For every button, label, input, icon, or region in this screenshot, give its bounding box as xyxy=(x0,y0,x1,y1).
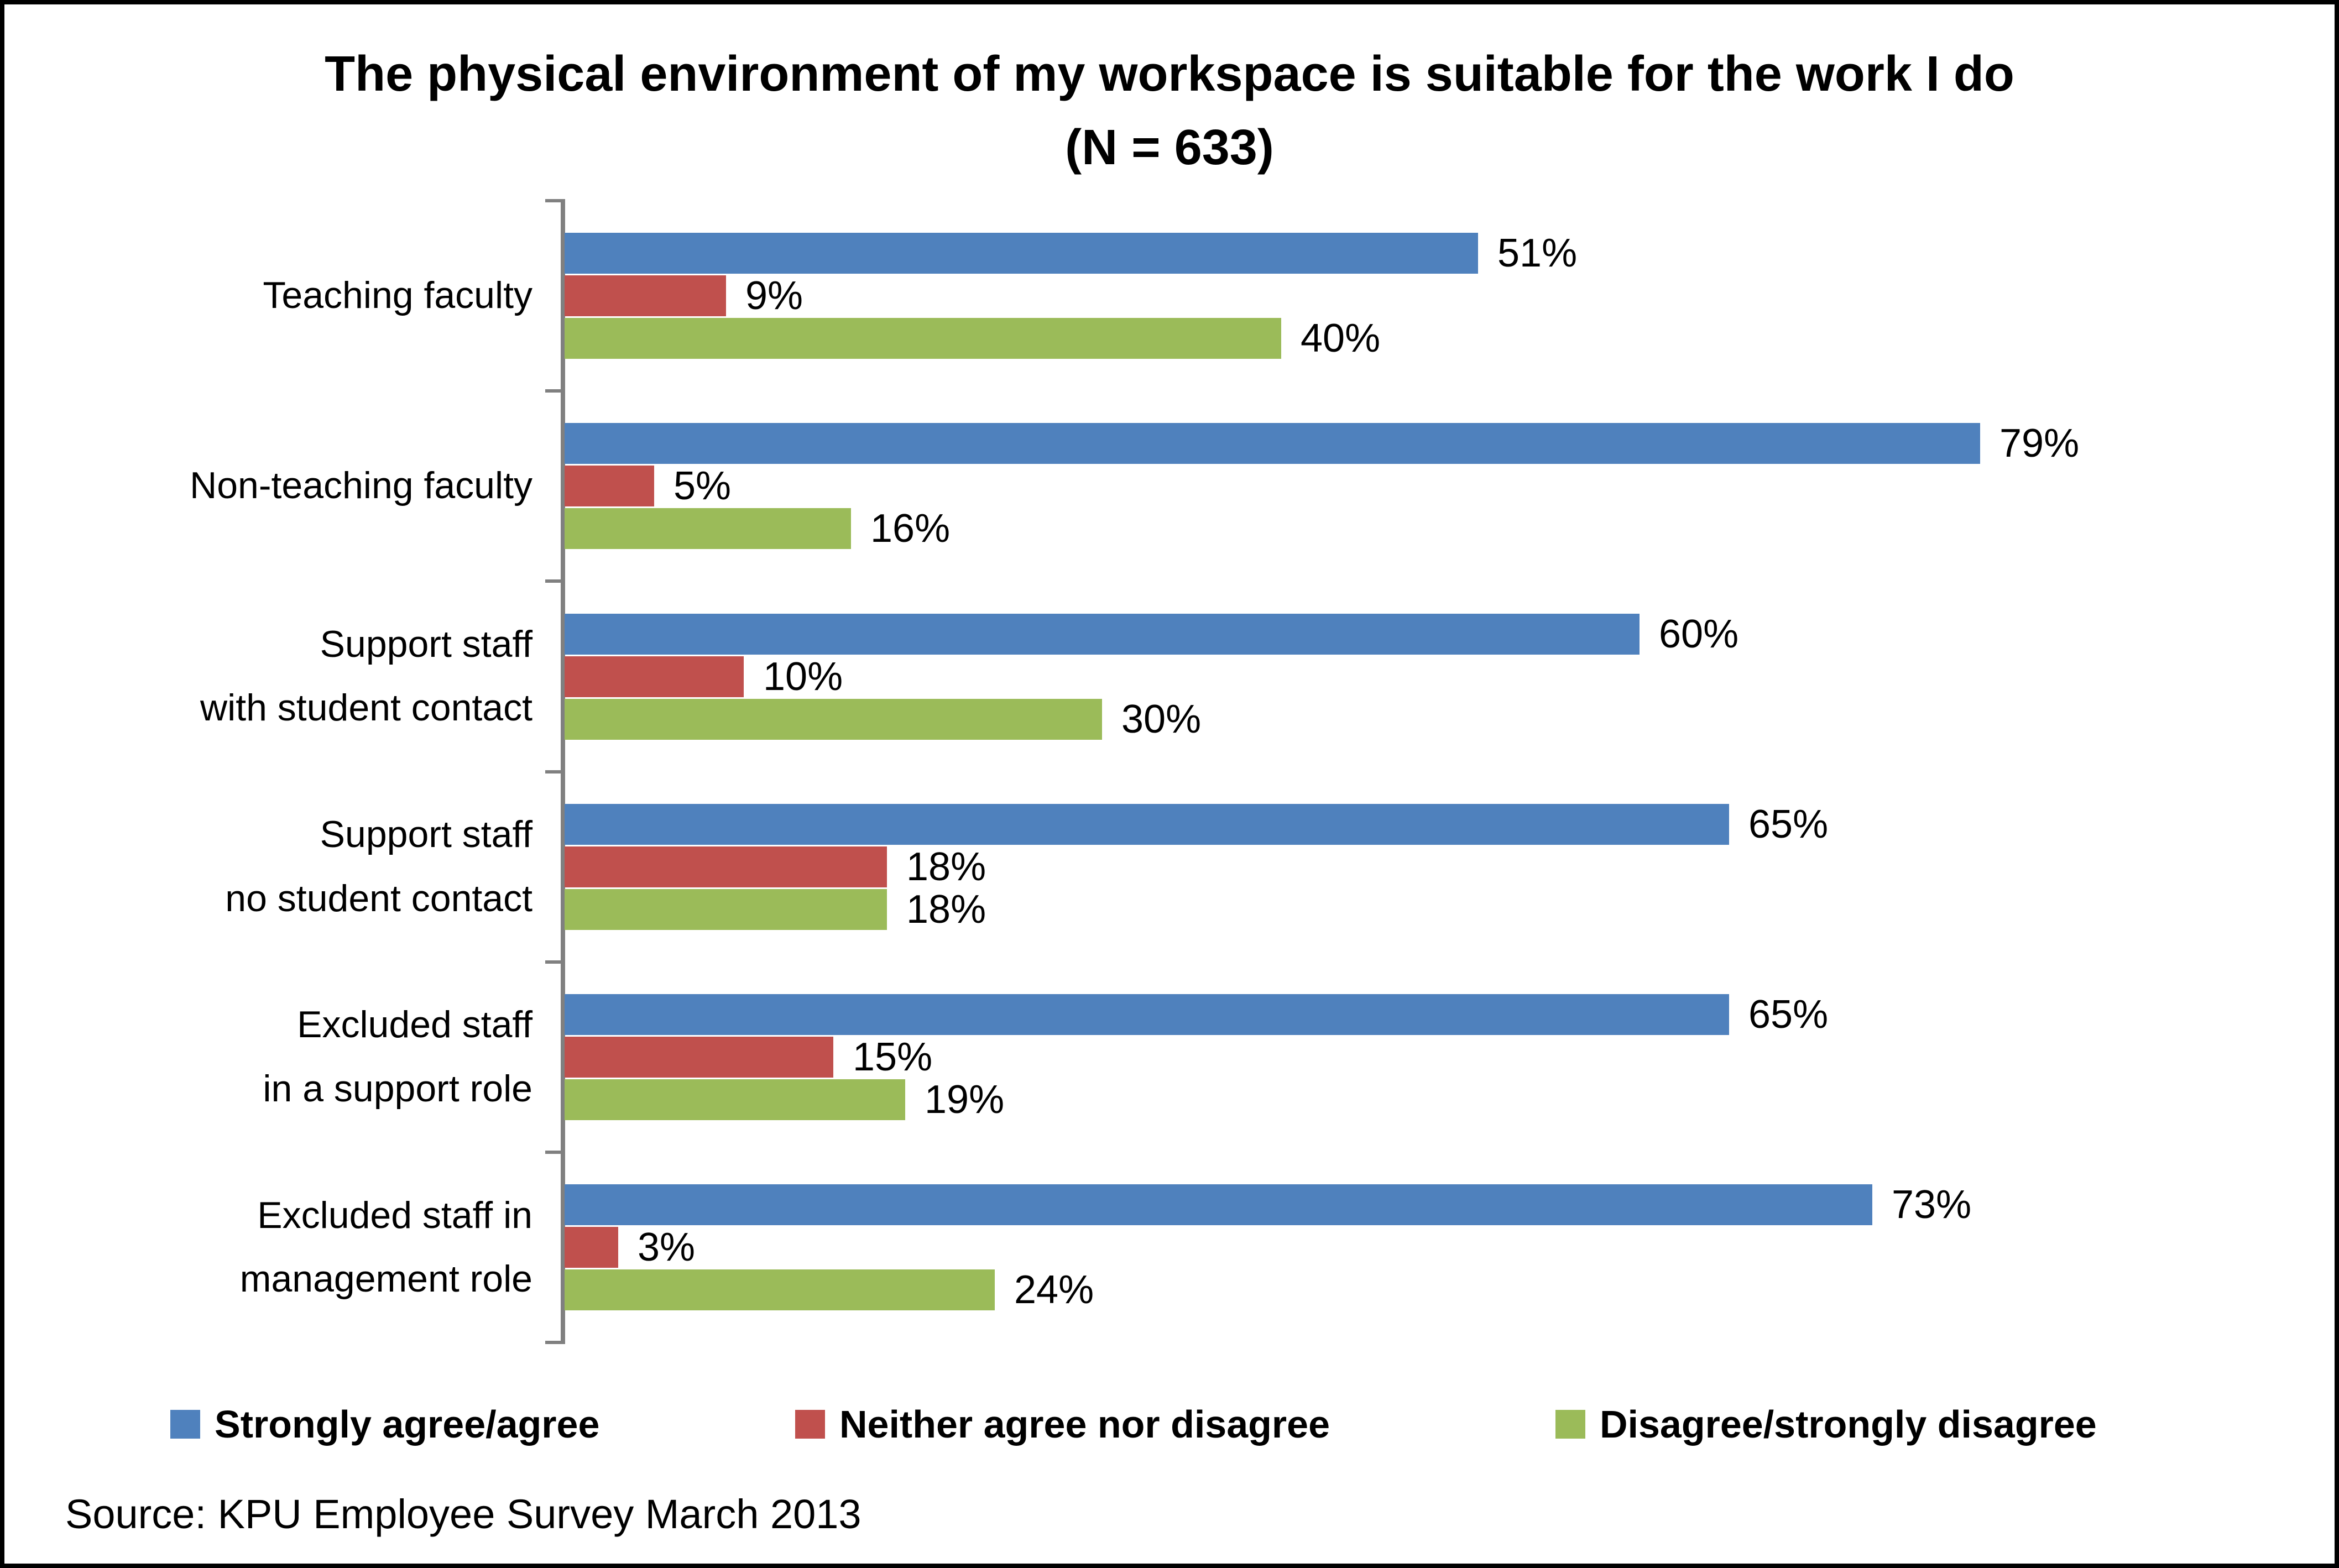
bar xyxy=(565,803,1729,845)
bar xyxy=(565,846,887,887)
legend-label: Neither agree nor disagree xyxy=(839,1403,1330,1446)
value-label: 73% xyxy=(1892,1183,1972,1227)
value-label: 79% xyxy=(1999,421,2080,466)
legend-swatch xyxy=(795,1410,825,1439)
legend-label: Disagree/strongly disagree xyxy=(1600,1403,2097,1446)
chart-subtitle: (N = 633) xyxy=(1065,120,1274,175)
bar xyxy=(565,888,887,930)
value-label: 18% xyxy=(906,887,986,932)
value-label: 5% xyxy=(673,464,732,509)
value-label: 65% xyxy=(1748,802,1829,846)
axis-tick xyxy=(545,199,561,202)
chart-title: The physical environment of my workspace… xyxy=(325,46,2014,102)
value-label: 51% xyxy=(1497,231,1578,276)
value-label: 24% xyxy=(1014,1268,1094,1313)
value-label: 3% xyxy=(638,1225,696,1270)
bar xyxy=(565,1269,995,1311)
bar xyxy=(565,1184,1872,1226)
value-label: 16% xyxy=(870,506,951,551)
bar xyxy=(565,508,851,550)
axis-tick xyxy=(545,960,561,964)
value-label: 65% xyxy=(1748,992,1829,1037)
bar xyxy=(565,1036,833,1078)
axis-tick xyxy=(545,389,561,393)
value-label: 30% xyxy=(1121,697,1202,741)
bar xyxy=(565,1227,618,1268)
legend-item: Disagree/strongly disagree xyxy=(1555,1402,2097,1446)
category-label: Teaching faculty xyxy=(263,274,532,317)
axis-tick xyxy=(545,1341,561,1345)
chart-title-block: The physical environment of my workspace… xyxy=(4,38,2335,185)
legend-swatch xyxy=(170,1410,200,1439)
bar xyxy=(565,318,1281,359)
value-label: 19% xyxy=(925,1077,1005,1122)
bar xyxy=(565,466,654,507)
plot-area: Teaching faculty 51% 9% 40% Non-teaching fac… xyxy=(4,4,2335,1564)
value-label: 9% xyxy=(745,274,803,318)
value-label: 10% xyxy=(763,654,843,699)
legend-item: Strongly agree/agree xyxy=(170,1402,599,1446)
category-label: Non-teaching faculty xyxy=(190,464,532,507)
value-label: 18% xyxy=(906,844,986,889)
axis-tick xyxy=(545,579,561,583)
bar xyxy=(565,994,1729,1035)
value-label: 15% xyxy=(853,1034,933,1079)
axis-tick xyxy=(545,1151,561,1154)
legend-swatch xyxy=(1555,1410,1585,1439)
axis-tick xyxy=(545,770,561,773)
legend-label: Strongly agree/agree xyxy=(215,1403,600,1446)
bar xyxy=(565,423,1980,464)
bar xyxy=(565,613,1640,655)
bar xyxy=(565,275,726,317)
category-label: Support staff no student contact xyxy=(225,813,532,919)
legend-item: Neither agree nor disagree xyxy=(795,1402,1330,1446)
category-label: Excluded staff in management role xyxy=(239,1194,532,1300)
bar xyxy=(565,233,1478,274)
bar xyxy=(565,698,1102,740)
bar xyxy=(565,656,744,697)
source-note: Source: KPU Employee Survey March 2013 xyxy=(65,1491,862,1537)
bar xyxy=(565,1079,905,1120)
category-label: Excluded staff in a support role xyxy=(263,1003,532,1110)
category-label: Support staff with student contact xyxy=(200,623,532,729)
value-label: 60% xyxy=(1659,611,1739,656)
y-axis-line xyxy=(561,199,565,1345)
value-label: 40% xyxy=(1301,316,1381,361)
